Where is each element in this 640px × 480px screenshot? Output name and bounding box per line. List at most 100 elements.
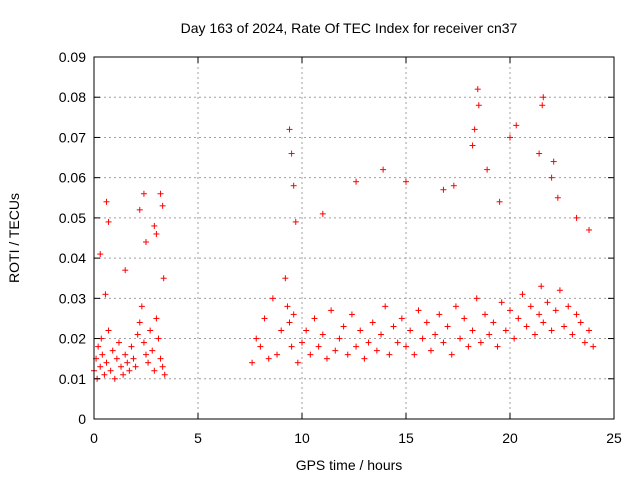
data-point: [390, 323, 397, 330]
data-point: [122, 267, 129, 274]
data-point: [378, 331, 385, 338]
data-point: [482, 311, 489, 318]
data-point: [577, 319, 584, 326]
data-point: [515, 315, 522, 322]
data-point: [111, 375, 118, 382]
data-point: [373, 347, 380, 354]
data-point: [361, 355, 368, 362]
data-point: [573, 214, 580, 221]
data-point: [369, 319, 376, 326]
data-point: [286, 126, 293, 133]
data-point: [540, 94, 547, 101]
data-point: [536, 150, 543, 157]
data-point: [130, 355, 137, 362]
data-point: [122, 351, 129, 358]
data-point: [565, 303, 572, 310]
data-point: [303, 327, 310, 334]
data-point: [507, 134, 513, 141]
data-point: [307, 351, 314, 358]
data-point: [465, 343, 472, 350]
data-point: [415, 307, 422, 314]
y-tick-label: 0: [78, 411, 86, 427]
data-point: [120, 371, 127, 378]
data-point: [581, 339, 588, 346]
data-point: [590, 343, 597, 350]
data-point: [284, 303, 291, 310]
data-point: [511, 335, 518, 342]
data-point: [461, 315, 468, 322]
data-point: [278, 327, 285, 334]
data-point: [136, 206, 143, 213]
data-point: [484, 166, 491, 173]
axis-ticks: 0 5 10 15 20 25 0 0.01 0.02 0.03 0.04 0.05 0.06 0.07 0…: [59, 49, 622, 446]
data-point: [357, 327, 364, 334]
data-point: [274, 351, 281, 358]
data-point: [140, 339, 147, 346]
data-point: [440, 339, 447, 346]
data-point: [490, 319, 497, 326]
data-point: [474, 86, 481, 93]
data-point: [427, 347, 434, 354]
data-point: [299, 339, 305, 346]
data-point: [507, 307, 513, 314]
y-tick-label: 0.03: [59, 290, 86, 306]
data-point: [149, 347, 156, 354]
data-point: [134, 331, 141, 338]
data-point: [386, 351, 393, 358]
y-tick-label: 0.01: [59, 371, 86, 387]
data-point: [292, 218, 299, 225]
data-point: [115, 339, 122, 346]
data-point: [105, 327, 112, 334]
data-point: [328, 307, 335, 314]
data-point: [448, 351, 455, 358]
data-point: [382, 303, 389, 310]
data-point: [97, 251, 104, 258]
y-tick-label: 0.04: [59, 250, 86, 266]
data-point: [261, 315, 268, 322]
data-point: [143, 239, 149, 246]
data-point: [527, 303, 534, 310]
chart-title: Day 163 of 2024, Rate Of TEC Index for r…: [181, 20, 518, 36]
data-point: [502, 327, 509, 334]
data-point: [336, 335, 343, 342]
data-point: [319, 210, 326, 217]
data-point: [498, 299, 505, 306]
y-tick-label: 0.08: [59, 89, 86, 105]
data-point: [344, 351, 351, 358]
data-point: [450, 182, 457, 189]
data-point: [365, 339, 372, 346]
data-points: [91, 86, 597, 382]
data-point: [586, 226, 593, 233]
data-point: [398, 315, 405, 322]
data-point: [403, 343, 409, 350]
data-point: [548, 327, 555, 334]
grid: [94, 57, 614, 419]
y-axis-label: ROTI / TECUs: [6, 193, 22, 283]
data-point: [126, 367, 133, 374]
data-point: [496, 198, 503, 205]
data-point: [311, 315, 318, 322]
data-point: [475, 102, 482, 109]
data-point: [288, 150, 295, 157]
data-point: [113, 355, 120, 362]
x-tick-label: 20: [502, 430, 518, 446]
data-point: [407, 327, 414, 334]
x-tick-label: 10: [294, 430, 310, 446]
data-point: [419, 335, 426, 342]
data-point: [411, 351, 418, 358]
x-tick-label: 5: [194, 430, 202, 446]
y-tick-label: 0.06: [59, 170, 86, 186]
data-point: [513, 122, 520, 129]
data-point: [143, 351, 149, 358]
data-point: [257, 343, 264, 350]
data-point: [554, 194, 561, 201]
data-point: [95, 343, 102, 350]
data-point: [539, 102, 546, 109]
data-point: [569, 331, 576, 338]
data-point: [124, 359, 131, 366]
data-point: [353, 178, 360, 185]
data-point: [102, 291, 109, 298]
x-tick-label: 25: [606, 430, 622, 446]
data-point: [469, 327, 476, 334]
data-point: [538, 283, 545, 290]
